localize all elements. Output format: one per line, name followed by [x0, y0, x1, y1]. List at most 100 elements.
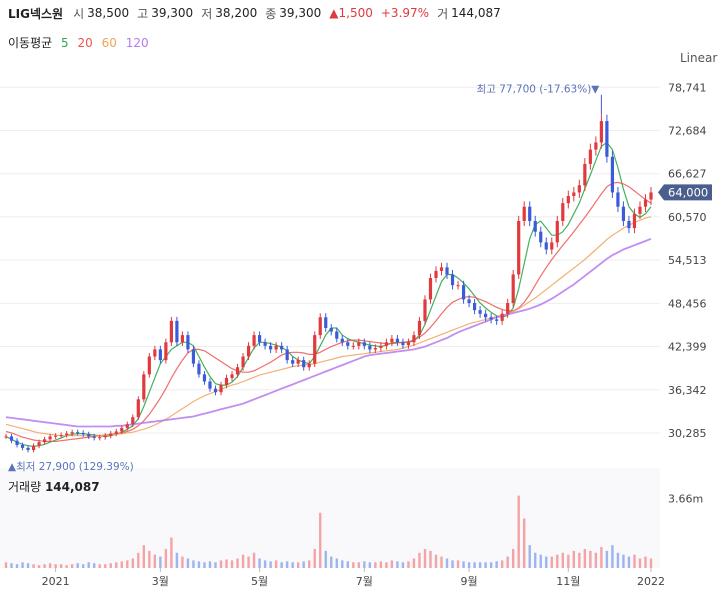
candle-body: [109, 433, 113, 436]
open-label: 시: [73, 6, 85, 21]
time-tick-label: 7월: [356, 575, 373, 588]
time-axis: 2021 3월 5월 7월 9월 11월 2022: [42, 568, 665, 588]
volume-bar: [644, 556, 647, 568]
volume-pane-bg: [0, 468, 660, 568]
volume-bar: [407, 561, 410, 568]
moving-average-legend[interactable]: 이동평균 5 20 60 120: [8, 34, 154, 51]
volume-bar: [517, 495, 520, 568]
candle-body: [9, 436, 14, 441]
candle-body: [340, 338, 344, 343]
low-label: 저: [201, 6, 213, 21]
volume-bar: [302, 561, 305, 568]
volume-bar: [611, 545, 614, 568]
volume-bar: [440, 556, 443, 568]
candle-body: [15, 440, 19, 446]
annotations: 최고 77,700 (-17.63%)▼ ▲최저 27,900 (129.39%): [8, 84, 602, 473]
change-value: ▲1,500: [329, 6, 373, 20]
candle-body: [489, 317, 493, 320]
time-tick-label: 5월: [251, 575, 268, 588]
volume-bar: [296, 562, 300, 568]
price-tick-label: 66,627: [668, 168, 707, 181]
candle-body: [169, 320, 173, 343]
ma-line-ma20: [5, 181, 652, 442]
volume-bar: [589, 550, 592, 568]
candle-body: [649, 192, 653, 200]
candle-body: [246, 345, 251, 357]
volume-value: 144,087: [451, 6, 501, 20]
volume-bar: [545, 556, 548, 568]
candle-body: [81, 432, 85, 435]
volume-bar: [500, 560, 504, 568]
candle-body: [313, 335, 317, 364]
candle-body: [434, 270, 438, 279]
candle-body: [224, 377, 229, 386]
volume-bar: [534, 552, 537, 568]
volume-bar: [594, 552, 598, 568]
time-tick-label: 11월: [556, 575, 580, 588]
candle-body: [92, 436, 96, 438]
candle-body: [362, 342, 366, 346]
volume-bar: [478, 562, 482, 568]
ma-legend-20[interactable]: 20: [77, 36, 93, 50]
candle-body: [42, 439, 47, 443]
time-tick-label: 2021: [42, 575, 70, 588]
volume-bar: [225, 559, 228, 568]
candle-body: [136, 399, 140, 418]
volume-bar: [115, 562, 118, 568]
volume-tick-label: 3.66m: [668, 492, 703, 505]
volume-bar: [109, 563, 112, 568]
volume-bar: [633, 554, 636, 568]
candle-body: [445, 267, 449, 275]
candle-body: [324, 317, 328, 328]
volume-bar: [120, 561, 123, 568]
candle-body: [219, 385, 223, 393]
volume-bar: [37, 565, 41, 568]
close-label: 종: [265, 6, 277, 21]
ma-legend-5[interactable]: 5: [61, 36, 69, 50]
candle-body: [131, 417, 135, 425]
volume-bar: [87, 562, 90, 568]
volume-bar: [65, 565, 68, 568]
volume-bar: [148, 550, 151, 568]
volume-bar: [280, 562, 283, 568]
candle-body: [555, 220, 559, 243]
volume-bar: [269, 561, 272, 568]
candle-body: [158, 349, 162, 361]
volume-bar: [258, 558, 261, 568]
candle-body: [285, 349, 289, 361]
current-price-label: 64,000: [668, 185, 708, 199]
candle-body: [495, 319, 499, 321]
scale-mode-toggle[interactable]: Linear: [680, 51, 718, 65]
candle-body: [472, 303, 477, 311]
volume-bar: [627, 556, 631, 568]
volume-bar: [374, 562, 377, 568]
price-tick-label: 72,684: [668, 124, 707, 137]
candle-body: [544, 242, 548, 250]
candle-body: [417, 320, 422, 336]
volume-bar: [59, 564, 63, 568]
candle-body: [59, 435, 63, 437]
volume-bar: [236, 558, 239, 568]
candle-body: [412, 335, 416, 343]
ma-line-ma60: [5, 216, 652, 437]
volume-bar: [164, 548, 168, 568]
volume-bar: [396, 561, 399, 568]
volume-bar: [26, 563, 30, 568]
candle-body: [153, 349, 157, 357]
candle-body: [401, 342, 405, 346]
current-price-badge: 64,000: [658, 184, 712, 201]
candle-body: [643, 199, 648, 207]
candle-body: [180, 335, 185, 343]
volume-bar: [153, 554, 157, 568]
volume-bar: [43, 564, 46, 568]
volume-bar: [467, 562, 471, 568]
volume-bar: [363, 561, 366, 568]
change-percent: +3.97%: [380, 6, 430, 20]
ma-legend-120[interactable]: 120: [125, 36, 149, 50]
volume-bar: [274, 560, 278, 568]
volume-bar: [352, 562, 355, 568]
ma-legend-60[interactable]: 60: [101, 36, 117, 50]
volume-bar: [214, 562, 217, 568]
volume-bar: [578, 552, 581, 568]
